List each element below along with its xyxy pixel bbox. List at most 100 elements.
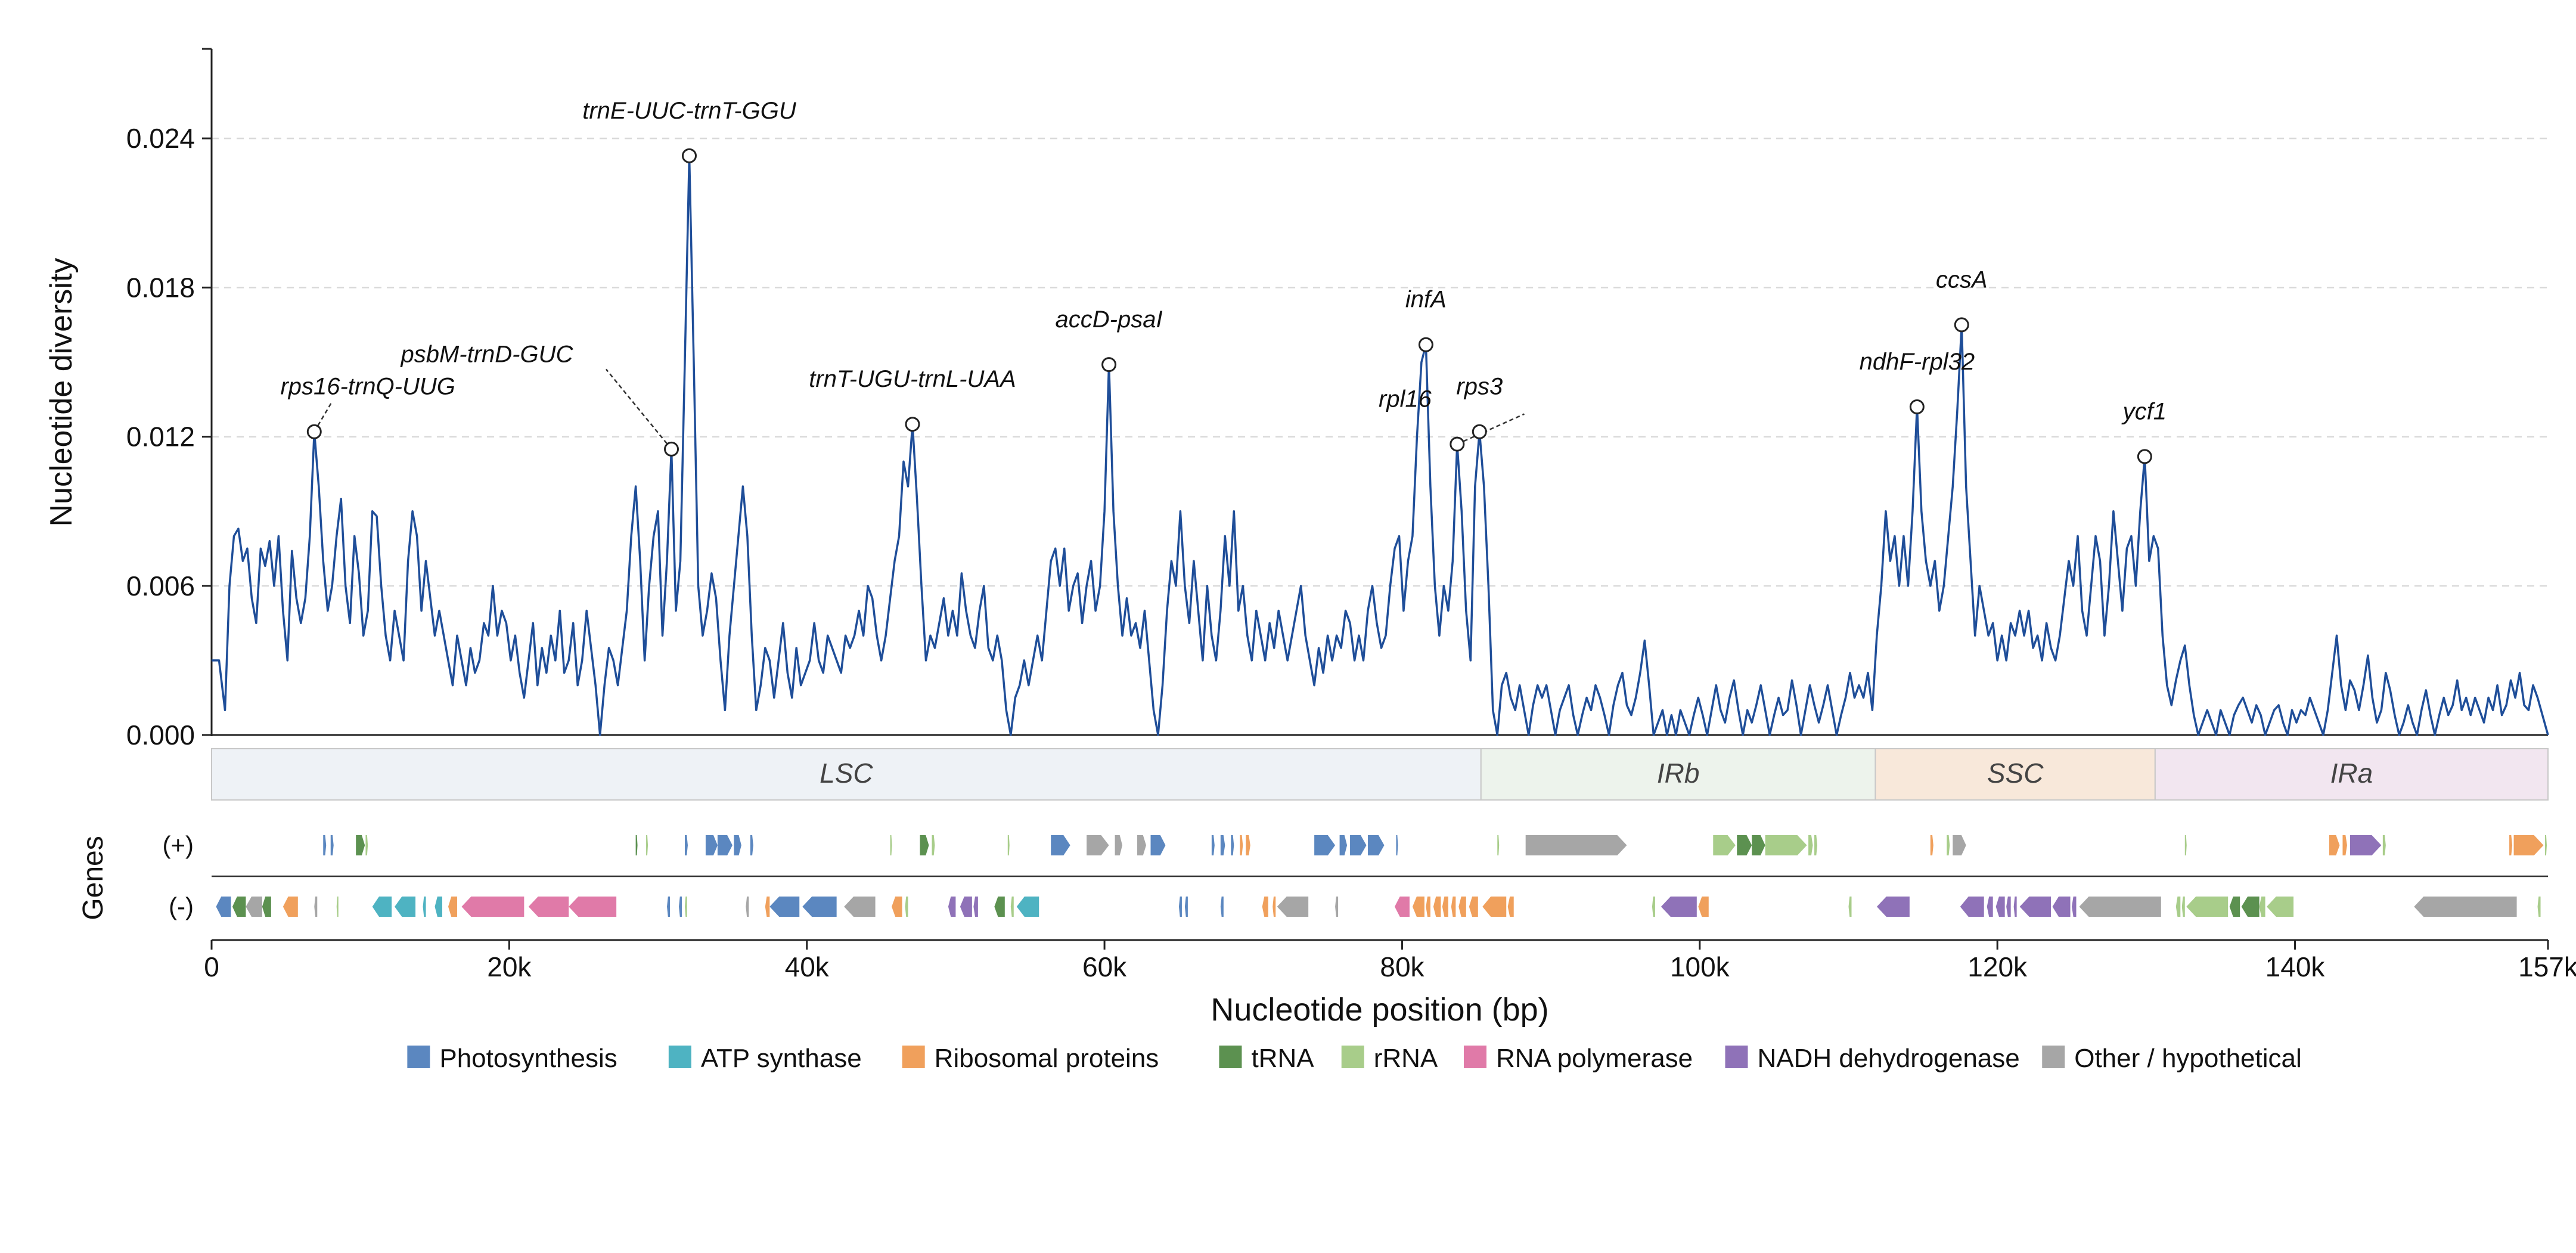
peak-label: rpl16 xyxy=(1379,386,1432,413)
peak-marker xyxy=(664,441,679,457)
plus-strand-label: (+) xyxy=(163,831,194,859)
gene-block-other xyxy=(746,897,749,917)
peak-marker xyxy=(1101,357,1117,373)
gene-block-photo xyxy=(1051,835,1070,855)
peak-label: psbM-trnD-GUC xyxy=(400,341,573,367)
gene-block-photo xyxy=(667,897,671,917)
gene-block-photo xyxy=(750,835,753,855)
gene-block-rrna xyxy=(1848,897,1852,917)
gene-block-rrna xyxy=(890,835,892,855)
gene-block-other xyxy=(2079,897,2161,917)
gene-block-ribo xyxy=(2329,835,2340,855)
gene-block-photo xyxy=(1339,835,1348,855)
x-tick-label: 60k xyxy=(1082,951,1127,982)
gene-block-trna xyxy=(994,897,1005,917)
legend-swatch-trna xyxy=(1219,1046,1242,1068)
peak-label: ndhF-rpl32 xyxy=(1860,349,1975,375)
diversity-series-line xyxy=(212,154,2549,736)
legend-swatch-atp xyxy=(668,1046,691,1068)
legend-label: Photosynthesis xyxy=(439,1044,617,1073)
legend-swatch-rnap xyxy=(1464,1046,1486,1068)
gene-block-rrna xyxy=(2184,835,2187,855)
gene-block-rrna xyxy=(365,835,368,855)
gene-block-rnap xyxy=(528,897,569,917)
gene-block-other xyxy=(1277,897,1309,917)
gene-block-ribo xyxy=(1458,897,1466,917)
gene-block-ribo xyxy=(1412,897,1424,917)
gene-block-trna xyxy=(2241,897,2260,917)
minus-strand-label: (-) xyxy=(169,892,194,920)
gene-block-ribo xyxy=(1507,897,1514,917)
peak-label: trnE-UUC-trnT-GGU xyxy=(582,98,797,124)
gene-block-ndh xyxy=(2072,897,2077,917)
gene-block-ribo xyxy=(1482,897,1507,917)
gene-block-other xyxy=(1087,835,1109,855)
region-bar: LSC IRb SSC IRa xyxy=(211,748,2549,801)
gene-block-photo xyxy=(216,897,231,917)
x-tick-label: 0 xyxy=(204,951,219,982)
region-irb xyxy=(1480,748,1876,801)
gene-block-photo xyxy=(684,835,688,855)
legend-swatch-rrna xyxy=(1341,1046,1364,1068)
gene-block-trna xyxy=(920,835,929,855)
peak-label: accD-psaI xyxy=(1056,306,1163,333)
legend-label: RNA polymerase xyxy=(1496,1044,1693,1073)
gene-block-rrna xyxy=(1947,835,1950,855)
gene-block-ndh xyxy=(948,897,956,917)
legend-label: rRNA xyxy=(1374,1044,1438,1073)
gene-block-ribo xyxy=(2513,835,2544,855)
gene-block-rrna xyxy=(932,835,935,855)
gene-block-photo xyxy=(1220,897,1224,917)
gene-block-ribo xyxy=(1930,835,1933,855)
gene-block-trna xyxy=(635,835,638,855)
peak-marker xyxy=(1418,337,1433,352)
genes-track-label: Genes xyxy=(77,836,109,920)
legend-label: Other / hypothetical xyxy=(2074,1044,2302,1073)
gene-block-photo xyxy=(1211,835,1215,855)
peak-marker xyxy=(1472,424,1487,439)
peak-label: rps16-trnQ-UUG xyxy=(280,374,455,400)
legend-label: ATP synthase xyxy=(701,1044,862,1073)
peak-marker xyxy=(681,148,697,163)
gene-block-rrna xyxy=(1652,897,1655,917)
y-tick-label: 0.006 xyxy=(126,570,195,601)
gene-block-rrna xyxy=(646,835,648,855)
gene-block-trna xyxy=(1752,835,1765,855)
gene-block-ndh xyxy=(1661,897,1697,917)
gene-block-ribo xyxy=(2342,835,2347,855)
gene-block-rnap xyxy=(569,897,617,917)
legend-label: NADH dehydrogenase xyxy=(1757,1044,2019,1073)
gene-block-rrna xyxy=(2175,897,2181,917)
gene-block-photo xyxy=(1231,835,1234,855)
gene-block-ribo xyxy=(448,897,457,917)
gene-block-trna xyxy=(356,835,365,855)
gene-block-rrna xyxy=(1713,835,1736,855)
gene-block-other xyxy=(1953,835,1966,855)
gene-block-other xyxy=(1335,897,1339,917)
gene-block-rrna xyxy=(905,897,908,917)
gene-block-rrna xyxy=(2259,897,2265,917)
gene-block-other xyxy=(246,897,262,917)
legend-label: Ribosomal proteins xyxy=(935,1044,1159,1073)
gene-block-rrna xyxy=(2382,835,2386,855)
region-ira xyxy=(2154,748,2549,801)
gene-block-photo xyxy=(1396,835,1398,855)
gene-block-ribo xyxy=(892,897,902,917)
gene-block-rrna xyxy=(2181,897,2185,917)
gene-block-trna xyxy=(2229,897,2240,917)
peak-marker xyxy=(306,424,322,439)
gene-block-ribo xyxy=(2509,835,2513,855)
gene-block-photo xyxy=(802,897,837,917)
gene-block-rnap xyxy=(461,897,524,917)
legend-label: tRNA xyxy=(1251,1044,1314,1073)
gene-block-ribo xyxy=(1442,897,1448,917)
gene-block-rrna xyxy=(1497,835,1500,855)
y-tick-label: 0.018 xyxy=(126,272,195,303)
peak-leader-line xyxy=(605,368,672,450)
gene-block-ndh xyxy=(1960,897,1984,917)
peak-label: ycf1 xyxy=(2121,398,2167,424)
gene-block-atp xyxy=(1016,897,1039,917)
x-tick-label: 157k xyxy=(2518,951,2576,982)
gene-block-other xyxy=(1525,835,1627,855)
gene-block-rrna xyxy=(2267,897,2294,917)
